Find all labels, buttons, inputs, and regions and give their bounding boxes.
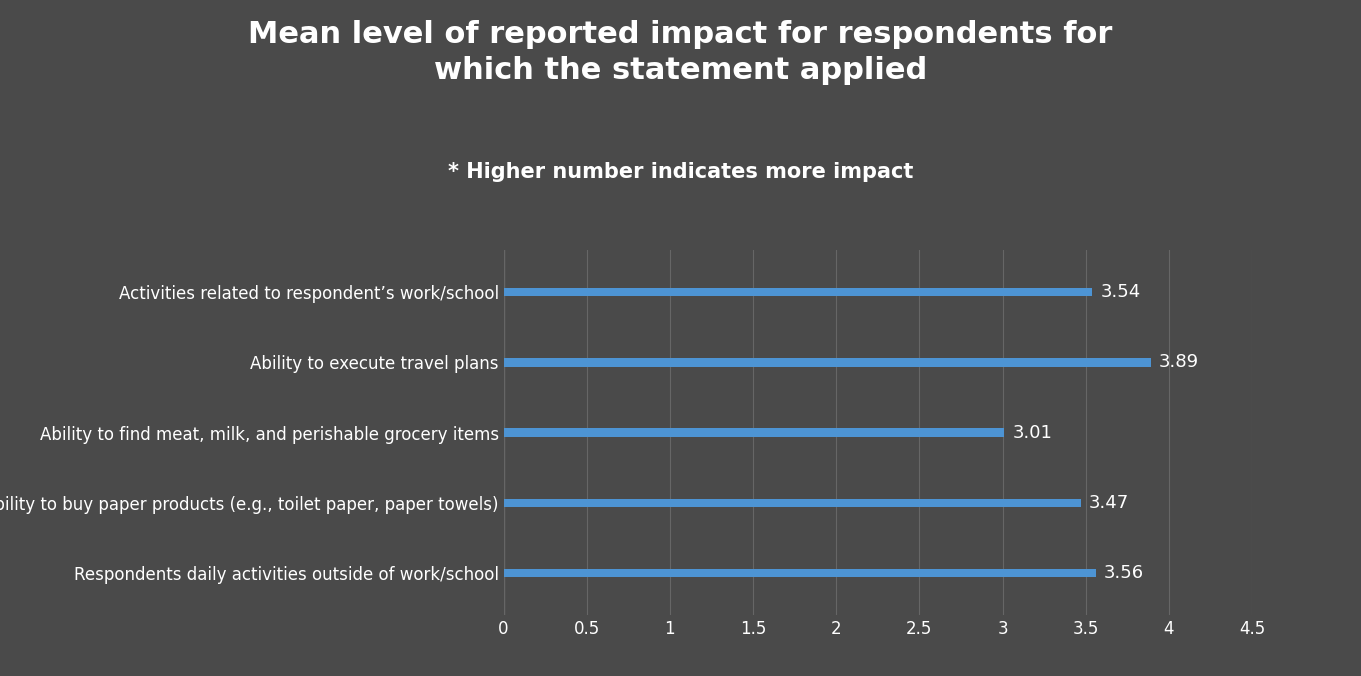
Text: Mean level of reported impact for respondents for
which the statement applied: Mean level of reported impact for respon… [248,20,1113,85]
Text: * Higher number indicates more impact: * Higher number indicates more impact [448,162,913,183]
Text: 3.54: 3.54 [1101,283,1141,301]
Text: 3.89: 3.89 [1160,354,1199,371]
Bar [504,569,1096,577]
Bar [504,288,1093,297]
Bar [504,429,1004,437]
Bar [504,358,1150,366]
Text: 3.47: 3.47 [1089,494,1130,512]
Text: 3.01: 3.01 [1013,424,1052,441]
Text: 3.56: 3.56 [1104,564,1145,582]
Bar [504,499,1081,507]
